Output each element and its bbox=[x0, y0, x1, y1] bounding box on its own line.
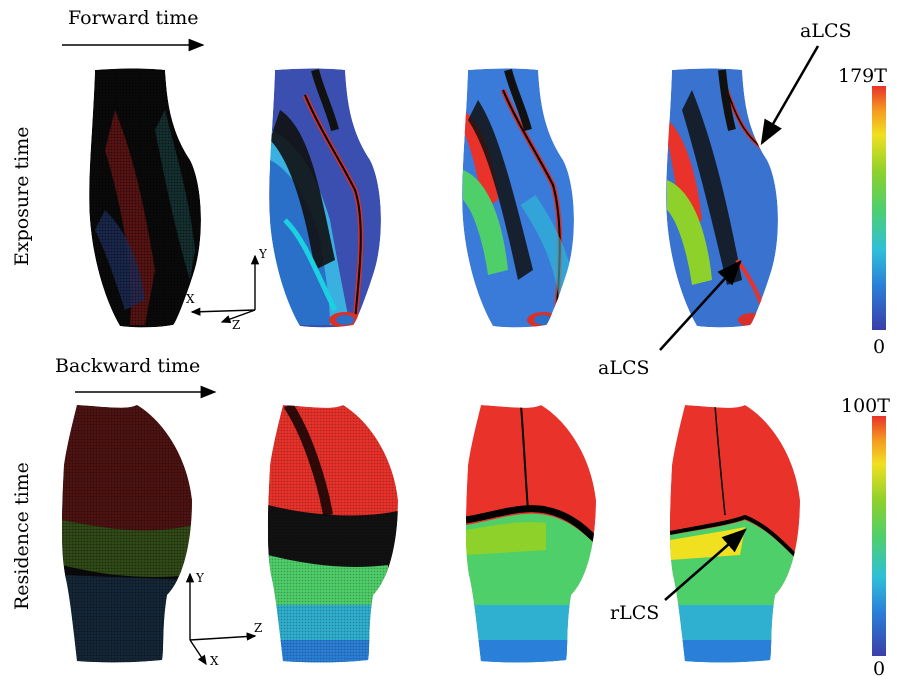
top-axis-z-label: Z bbox=[232, 318, 240, 332]
bottom-axis-y-label: Y bbox=[195, 571, 205, 585]
top-axes-triad: Y X Z bbox=[186, 247, 268, 332]
bottom-panel-1 bbox=[61, 405, 193, 663]
bottom-annotation-rlcs: rLCS bbox=[610, 602, 659, 624]
exposure-time-label: Exposure time bbox=[11, 126, 33, 266]
bottom-axis-x-label: X bbox=[210, 654, 219, 668]
bottom-axis-z-label: Z bbox=[254, 621, 262, 635]
residence-time-label: Residence time bbox=[11, 462, 33, 610]
forward-time-label: Forward time bbox=[68, 7, 199, 29]
top-colorbar: 179T 0 bbox=[838, 65, 887, 358]
bottom-panel-3 bbox=[465, 405, 597, 663]
bottom-colorbar-min: 0 bbox=[873, 658, 885, 677]
top-colorbar-max: 179T bbox=[838, 65, 887, 87]
bottom-panel-4 bbox=[669, 405, 800, 663]
bottom-colorbar-max: 100T bbox=[841, 395, 890, 417]
top-colorbar-min: 0 bbox=[873, 336, 885, 358]
top-panel-2 bbox=[269, 68, 381, 328]
bottom-axes-triad: Y Z X bbox=[185, 571, 262, 668]
top-panel-1 bbox=[89, 68, 201, 328]
top-annotation-alcs-lower: aLCS bbox=[598, 357, 650, 379]
top-arrow-alcs-upper bbox=[760, 45, 820, 146]
bottom-colorbar: 100T 0 bbox=[841, 395, 890, 677]
top-panel-4 bbox=[666, 68, 778, 328]
bottom-arrow-rlcs bbox=[664, 528, 747, 601]
top-panel-3 bbox=[462, 68, 574, 328]
top-axis-y-label: Y bbox=[258, 247, 268, 261]
backward-time-label: Backward time bbox=[55, 355, 200, 377]
top-arrow-alcs-lower bbox=[659, 260, 742, 351]
top-axis-x-label: X bbox=[186, 292, 195, 306]
top-annotation-alcs-upper: aLCS bbox=[800, 20, 852, 42]
bottom-panel-2 bbox=[267, 405, 399, 663]
